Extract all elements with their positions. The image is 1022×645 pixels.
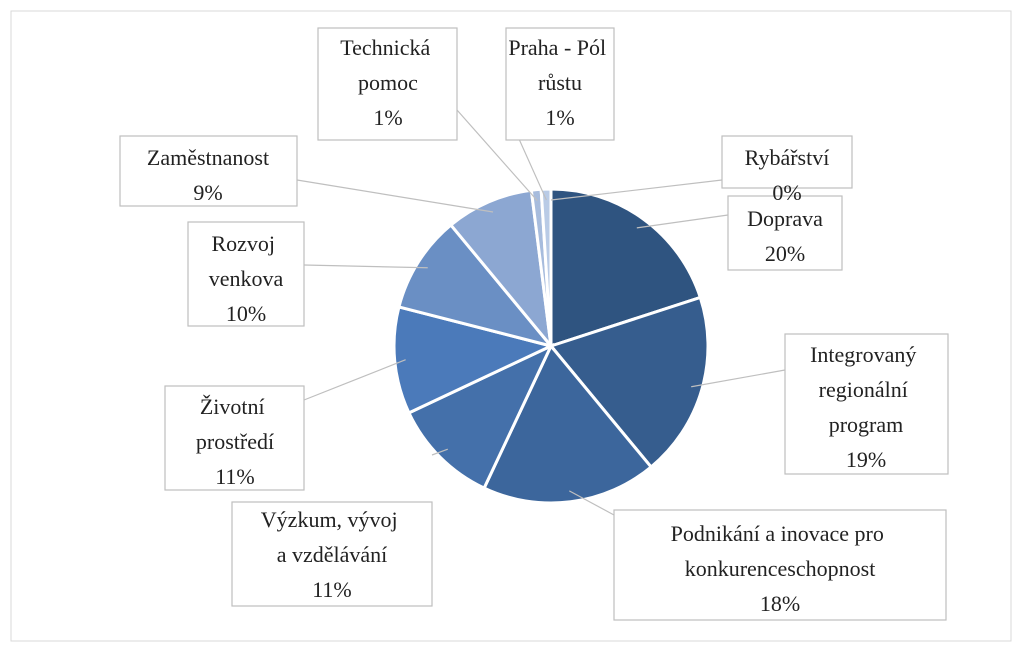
label-box — [119, 135, 298, 207]
pie-slice — [549, 187, 703, 349]
label-box — [721, 135, 853, 189]
data-label: Praha - Pól růstu 1% — [508, 35, 611, 130]
pie-slice — [448, 188, 554, 351]
category-label: Integrovaný regionální program — [810, 342, 922, 437]
value-label: 9% — [193, 180, 222, 205]
category-label: Podnikání a inovace pro konkurenceschopn… — [671, 521, 890, 581]
leader-line — [456, 109, 538, 202]
value-label: 11% — [215, 464, 255, 489]
data-label: Zaměstnanost 9% — [147, 145, 269, 205]
label-box — [164, 385, 305, 491]
leader-line — [550, 179, 723, 201]
value-label: 18% — [760, 591, 800, 616]
leader-line — [636, 214, 729, 229]
pie-slice — [397, 222, 556, 349]
leader-line — [431, 448, 448, 456]
chart-frame — [10, 10, 1012, 642]
label-box — [784, 333, 949, 475]
category-label: Životní prostředí — [196, 394, 274, 454]
label-box — [613, 509, 947, 621]
category-label: Praha - Pól růstu — [508, 35, 611, 95]
pie-slice — [406, 342, 555, 491]
data-label: Výzkum, vývoj a vzdělávání 11% — [261, 507, 403, 602]
label-box — [317, 27, 458, 141]
value-label: 11% — [312, 577, 352, 602]
data-label: Podnikání a inovace pro konkurenceschopn… — [671, 521, 890, 616]
category-label: Výzkum, vývoj a vzdělávání — [261, 507, 403, 567]
leader-line — [296, 179, 494, 213]
category-label: Rozvoj venkova — [209, 231, 284, 291]
leader-line — [691, 369, 786, 388]
label-box — [187, 221, 305, 327]
label-box — [727, 195, 843, 271]
data-label: Integrovaný regionální program 19% — [810, 342, 922, 472]
category-label: Zaměstnanost — [147, 145, 269, 170]
leader-line — [569, 490, 615, 516]
category-label: Technická pomoc — [340, 35, 436, 95]
value-label: 1% — [373, 105, 402, 130]
label-box — [231, 501, 433, 607]
value-label: 20% — [765, 241, 805, 266]
category-label: Rybářství — [745, 145, 830, 170]
leader-line — [303, 359, 406, 401]
value-label: 19% — [846, 447, 886, 472]
data-label: Rozvoj venkova 10% — [209, 231, 284, 326]
data-label: Životní prostředí 11% — [196, 394, 274, 489]
leader-line — [303, 264, 428, 269]
value-label: 0% — [772, 180, 801, 205]
data-label: Technická pomoc 1% — [340, 35, 436, 130]
pie-slice — [482, 343, 654, 505]
value-label: 10% — [226, 301, 266, 326]
pie-slice — [392, 305, 556, 415]
value-label: 1% — [545, 105, 574, 130]
data-label: Rybářství 0% — [745, 145, 830, 205]
label-box — [505, 27, 615, 141]
data-label: Doprava 20% — [747, 206, 823, 266]
category-label: Doprava — [747, 206, 823, 231]
pie-slice — [548, 295, 710, 470]
